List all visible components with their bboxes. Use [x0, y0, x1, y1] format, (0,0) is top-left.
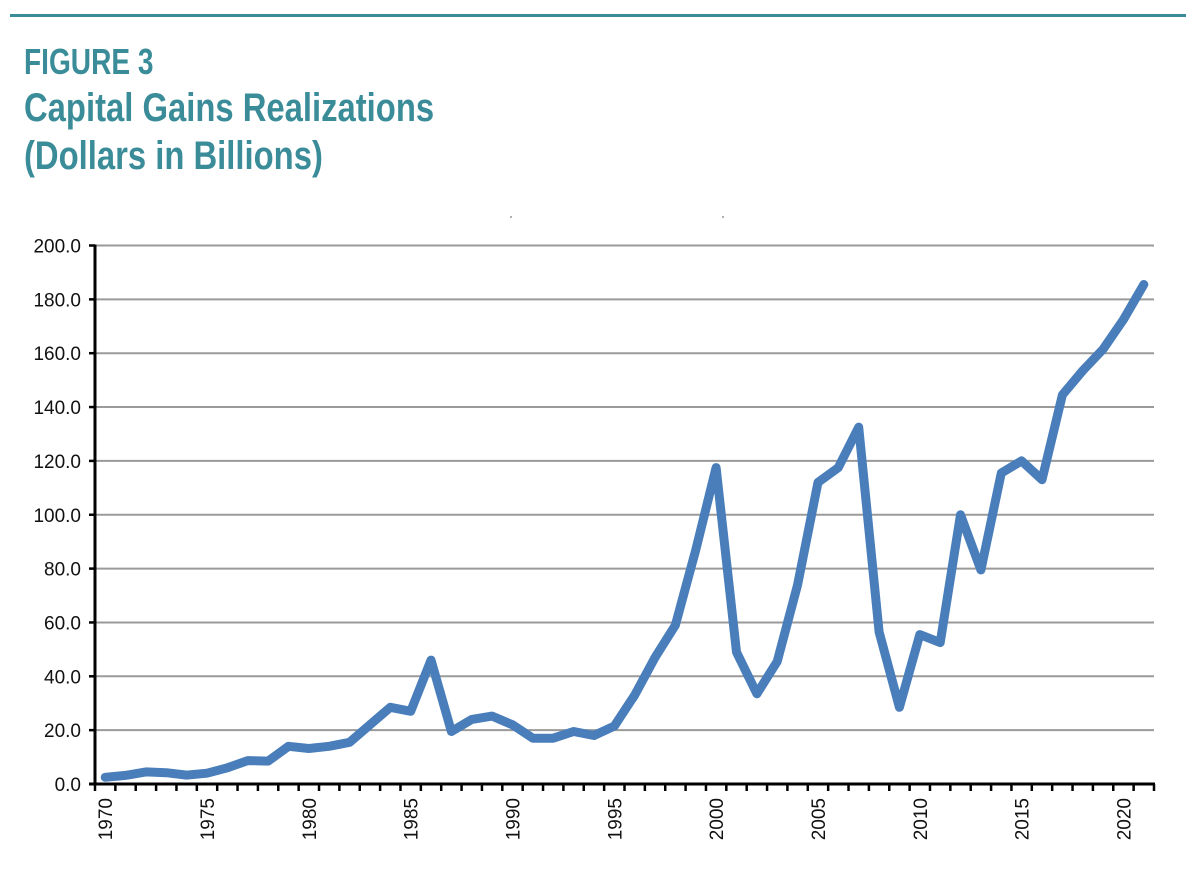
y-tick-label: 180.0: [33, 290, 81, 311]
artifact-dot: [722, 216, 724, 218]
series-layer: [100, 280, 1149, 782]
y-tick-label: 100.0: [33, 506, 81, 527]
y-tick-label: 140.0: [33, 398, 81, 419]
y-tick-label: 120.0: [33, 452, 81, 473]
y-tick-label: 0.0: [55, 775, 81, 796]
x-tick-label: 1985: [402, 798, 423, 840]
x-tick-label: 1970: [96, 798, 117, 840]
y-tick-label: 80.0: [44, 560, 81, 581]
figure-label: FIGURE 3: [24, 41, 154, 82]
series-line: [100, 280, 1149, 782]
top-rule: [10, 14, 1186, 17]
x-tick-label: 2000: [707, 798, 728, 840]
y-tick-label: 40.0: [44, 667, 81, 688]
y-tick-label: 200.0: [33, 237, 81, 258]
x-tick-label: 1980: [300, 798, 321, 840]
x-tick-label: 2010: [911, 798, 932, 840]
y-tick-label: 60.0: [44, 613, 81, 634]
x-tick-label: 2020: [1114, 798, 1135, 840]
x-tick-label: 1975: [198, 798, 219, 840]
axes: [89, 244, 1156, 791]
y-axis-ticks: 0.0 20.0 40.0 60.0 80.0 100.0 120.0 140.0 160.0 1…: [33, 237, 81, 797]
figure-subtitle: (Dollars in Billions): [24, 134, 323, 178]
x-tick-label: 1990: [503, 798, 524, 840]
figure-title: Capital Gains Realizations: [24, 86, 435, 130]
x-tick-label: 2015: [1013, 798, 1034, 840]
artifact-dot: [510, 216, 512, 218]
y-tick-label: 160.0: [33, 344, 81, 365]
figure-header: FIGURE 3 Capital Gains Realizations (Dol…: [24, 40, 524, 180]
x-tick-label: 1995: [605, 798, 626, 840]
y-tick-label: 20.0: [44, 721, 81, 742]
x-axis-ticks: 1970 1975 1980 1985 1990 1995 2000 2005 2010 2015…: [96, 798, 1135, 840]
gridlines: [95, 244, 1154, 732]
x-tick-label: 2005: [809, 798, 830, 840]
